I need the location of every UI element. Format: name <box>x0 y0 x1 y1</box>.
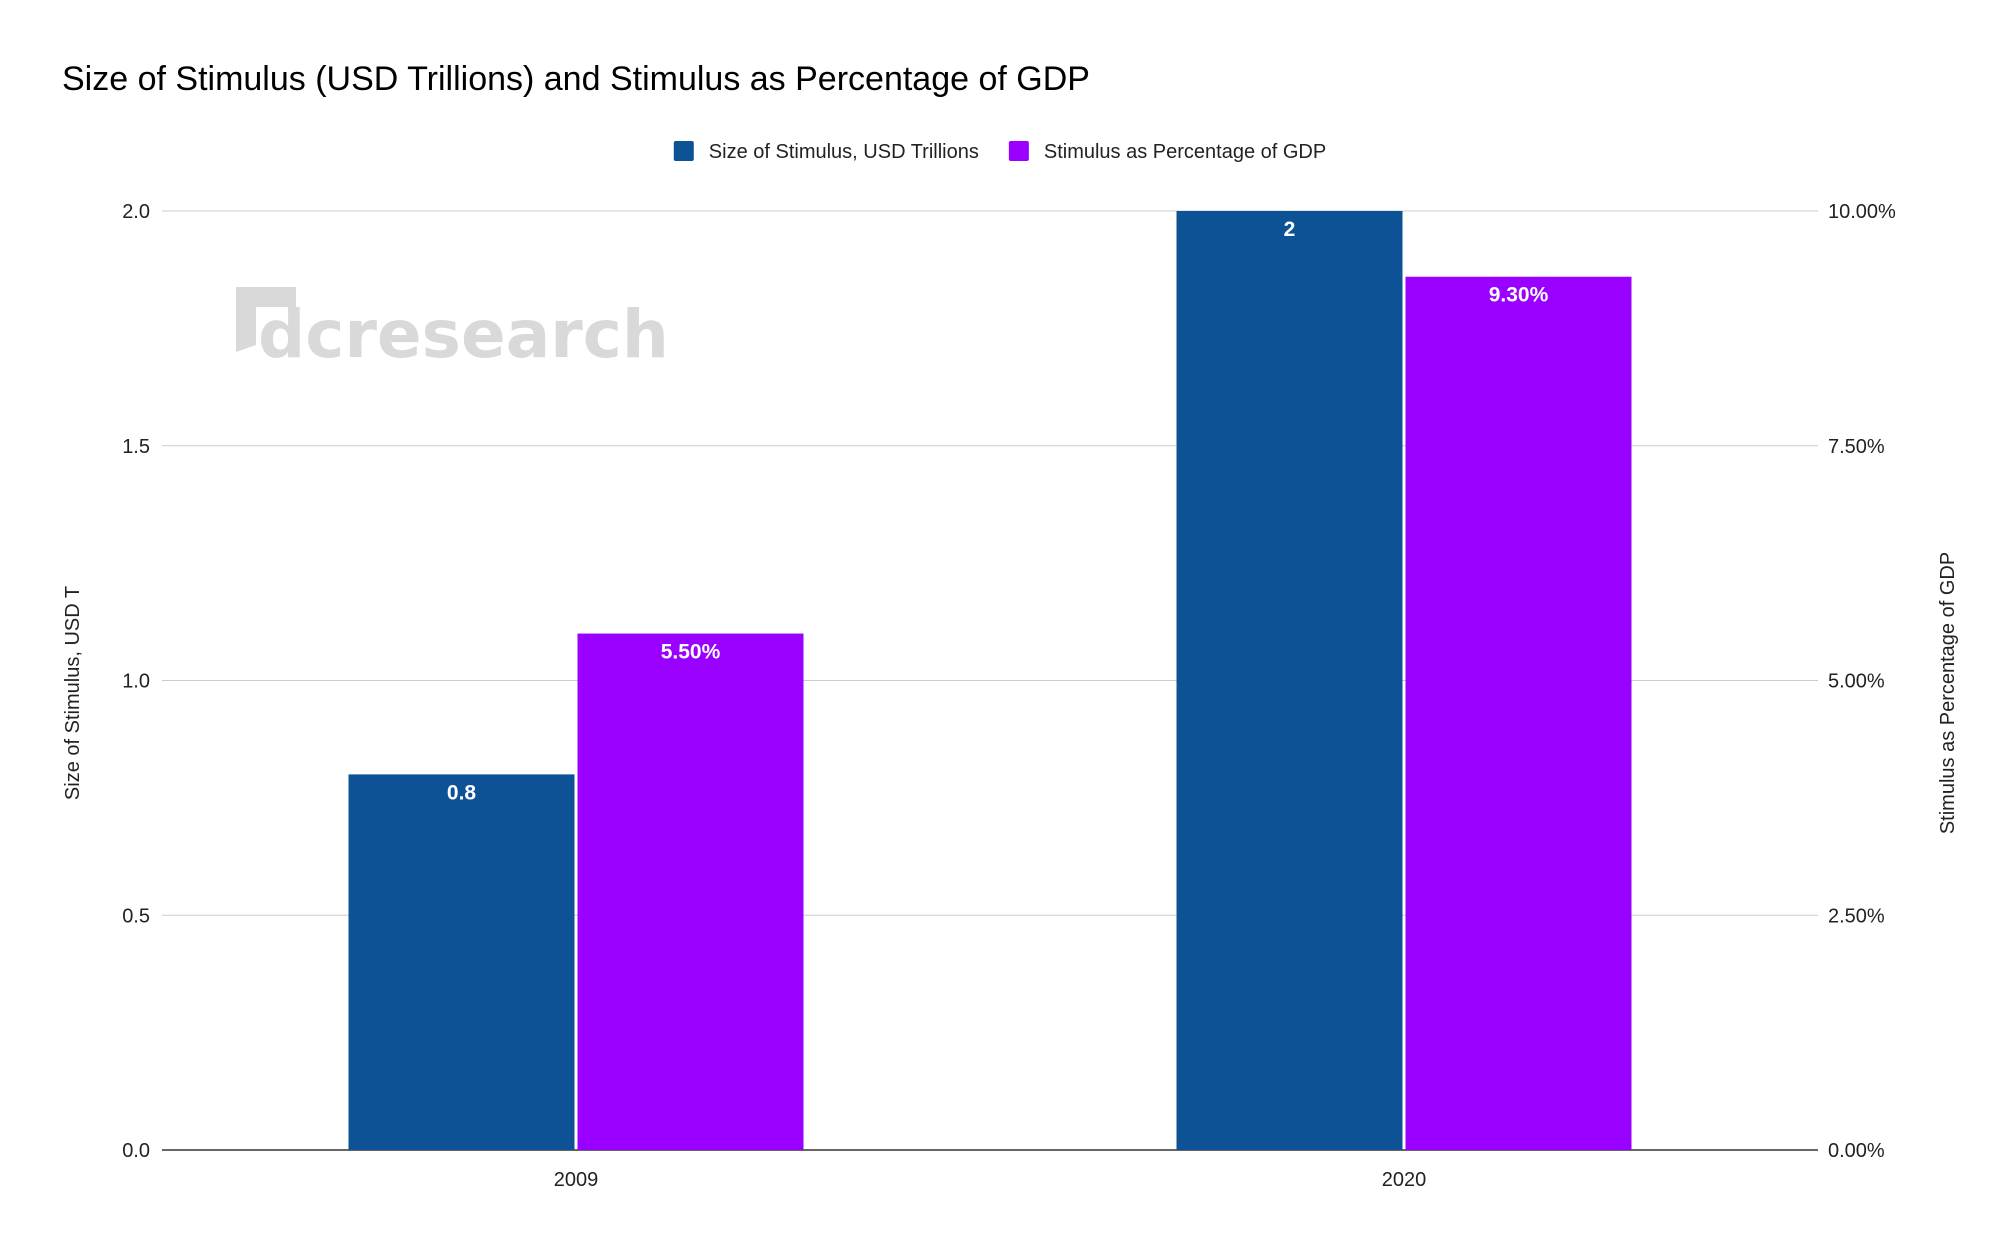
bar-percent-2020 <box>1405 276 1632 1151</box>
y-right-tick-label: 7.50% <box>1828 436 1885 458</box>
y-right-tick-label: 10.00% <box>1828 201 1896 223</box>
left-axis-ticks: 0.0 0.5 1.0 1.5 2.0 <box>122 201 150 1162</box>
bar-data-label: 0.8 <box>447 781 477 804</box>
y-axis-left-title: Size of Stimulus, USD T <box>62 586 84 800</box>
legend: Size of Stimulus, USD Trillions Stimulus … <box>673 141 1326 163</box>
legend-label: Stimulus as Percentage of GDP <box>1044 141 1326 163</box>
watermark-text: dcresearch <box>258 296 669 373</box>
bar-size-2009 <box>348 774 575 1150</box>
legend-item: Size of Stimulus, USD Trillions <box>673 141 979 163</box>
bars <box>348 211 1632 1151</box>
bar-data-labels: 0.8 5.50% 2 9.30% <box>447 218 1549 804</box>
bar-size-2020 <box>1176 211 1403 1150</box>
legend-item: Stimulus as Percentage of GDP <box>1008 141 1326 163</box>
y-right-tick-label: 5.00% <box>1828 671 1885 693</box>
y-left-tick-label: 0.5 <box>122 905 150 927</box>
watermark-logo: dcresearch <box>236 287 669 373</box>
x-tick-label: 2009 <box>554 1169 599 1191</box>
legend-swatch <box>673 141 694 161</box>
y-axis-right-title: Stimulus as Percentage of GDP <box>1937 552 1959 834</box>
legend-swatch <box>1008 141 1029 161</box>
bar-percent-2009 <box>577 633 804 1150</box>
chart-title: Size of Stimulus (USD Trillions) and Sti… <box>62 60 1090 98</box>
legend-label: Size of Stimulus, USD Trillions <box>709 141 979 163</box>
bar-data-label: 5.50% <box>661 641 721 664</box>
y-left-tick-label: 1.5 <box>122 436 150 458</box>
y-left-tick-label: 1.0 <box>122 671 150 693</box>
y-left-tick-label: 2.0 <box>122 201 150 223</box>
y-right-tick-label: 2.50% <box>1828 905 1885 927</box>
right-axis-ticks: 0.00% 2.50% 5.00% 7.50% 10.00% <box>1828 201 1896 1162</box>
x-tick-label: 2020 <box>1382 1169 1427 1191</box>
bar-data-label: 2 <box>1284 218 1296 241</box>
watermark-mark <box>236 287 296 352</box>
y-left-tick-label: 0.0 <box>122 1140 150 1162</box>
x-axis-ticks: 2009 2020 <box>554 1169 1427 1191</box>
bar-data-label: 9.30% <box>1489 284 1549 307</box>
y-right-tick-label: 0.00% <box>1828 1140 1885 1162</box>
